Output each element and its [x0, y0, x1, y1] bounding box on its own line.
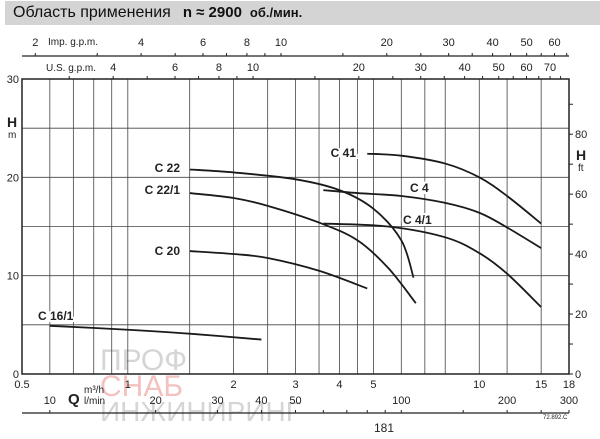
curve-label-c-16-1: C 16/1: [38, 309, 74, 323]
x-tick-label: 3: [292, 379, 298, 391]
curve-c-22-1: [189, 192, 417, 304]
y-right-tick-label: 20: [575, 309, 587, 321]
us-tick-label: 40: [459, 62, 471, 74]
y-right-axis-label: H: [576, 147, 586, 163]
speed-unit: об./мин.: [249, 5, 303, 20]
watermark-line1: ПРОФ: [100, 344, 187, 377]
lmin-tick-label: 100: [392, 395, 410, 407]
lmin-tick-label: 10: [44, 395, 56, 407]
imp-tick-label: 10: [275, 37, 287, 49]
imp-tick-label: 20: [381, 37, 393, 49]
curve-label-c-22-1: C 22/1: [145, 183, 181, 197]
y-right-tick-label: 80: [575, 129, 587, 141]
curve-c-22: [189, 168, 415, 278]
watermark: ПРОФ СНАБ ИНЖИНИРИНГ: [100, 344, 301, 427]
watermark-line2: СНАБ: [100, 370, 183, 403]
y-right-axis-unit: ft: [578, 163, 584, 174]
us-tick-label: 10: [247, 62, 259, 74]
us-tick-label: 70: [544, 62, 556, 74]
us-tick-label: 20: [353, 62, 365, 74]
us-tick-label: 4: [110, 62, 116, 74]
lmin-tick-label: 300: [560, 395, 578, 407]
y-tick-label: 30: [7, 74, 19, 86]
imp-tick-label: 30: [443, 37, 455, 49]
curve-c-4: [323, 189, 542, 249]
us-tick-label: 60: [520, 62, 532, 74]
x-axis-label: Q: [68, 391, 80, 408]
y-axis-unit: m: [8, 130, 16, 141]
lmin-tick-label: 30: [211, 395, 223, 407]
chart-title: Область применения n ≈ 2900 об./мин.: [13, 4, 302, 22]
plot-frame: [21, 78, 570, 375]
x-tick-label: 1: [125, 379, 131, 391]
curve-label-c-4: C 4: [410, 181, 429, 195]
us-tick-label: 30: [415, 62, 427, 74]
y-tick-label: 20: [7, 172, 19, 184]
us-tick-label: 50: [493, 62, 505, 74]
lmin-tick-label: 40: [255, 395, 267, 407]
x-tick-label: 4: [336, 379, 342, 391]
curve-label-c-20: C 20: [155, 244, 181, 258]
y-right-tick-label: 0: [575, 369, 581, 381]
y-right-tick-label: 40: [575, 249, 587, 261]
title-bar: Область применения n ≈ 2900 об./мин.: [5, 1, 600, 25]
page-number: 181: [374, 421, 394, 435]
curve-c-4-1: [323, 222, 542, 308]
x-tick-label: 2: [231, 379, 237, 391]
x-tick-label: 15: [535, 379, 547, 391]
curve-c-16-1: [49, 324, 262, 341]
curves: C 16/1 C 20 C 22 C 22/1 C 41 C 4 C 4/1: [36, 144, 542, 341]
curve-c-20: [189, 250, 368, 290]
curve-c-41: [367, 152, 542, 225]
lmin-tick-label: 20: [150, 395, 162, 407]
y-tick-label: 10: [7, 271, 19, 283]
x-axis-lmin-unit: l/min: [84, 396, 105, 407]
lmin-tick-label: 200: [498, 395, 516, 407]
speed-text: n ≈ 2900: [182, 4, 242, 21]
grid: [22, 79, 569, 374]
curve-label-c-22: C 22: [155, 161, 181, 175]
title-text: Область применения: [13, 4, 171, 21]
y-tick-label: 0: [13, 369, 19, 381]
us-gpm-label: U.S. g.p.m.: [46, 63, 96, 74]
imp-tick-label: 4: [138, 37, 144, 49]
figure-code: 72.892.C: [543, 415, 568, 421]
imp-tick-label: 60: [548, 37, 560, 49]
us-tick-label: 8: [216, 62, 222, 74]
curve-label-c-4-1: C 4/1: [403, 213, 432, 227]
lmin-tick-label: 50: [289, 395, 301, 407]
imp-tick-label: 6: [200, 37, 206, 49]
x-tick-label: 5: [370, 379, 376, 391]
x-tick-label: 0.5: [14, 379, 29, 391]
imp-tick-label: 40: [486, 37, 498, 49]
imp-tick-label: 50: [521, 37, 533, 49]
imp-gpm-label: Imp. g.p.m.: [48, 37, 98, 48]
watermark-line3: ИНЖИНИРИНГ: [100, 396, 301, 427]
x-axis-unit: m³/h: [84, 385, 104, 396]
x-tick-label: 10: [473, 379, 485, 391]
y-axis-label: H: [7, 114, 17, 130]
y-right-tick-label: 60: [575, 189, 587, 201]
imp-tick-label: 2: [32, 37, 38, 49]
us-tick-label: 6: [172, 62, 178, 74]
imp-tick-label: 8: [244, 37, 250, 49]
curve-label-c-41: C 41: [331, 146, 357, 160]
x-tick-label: 18: [563, 379, 575, 391]
